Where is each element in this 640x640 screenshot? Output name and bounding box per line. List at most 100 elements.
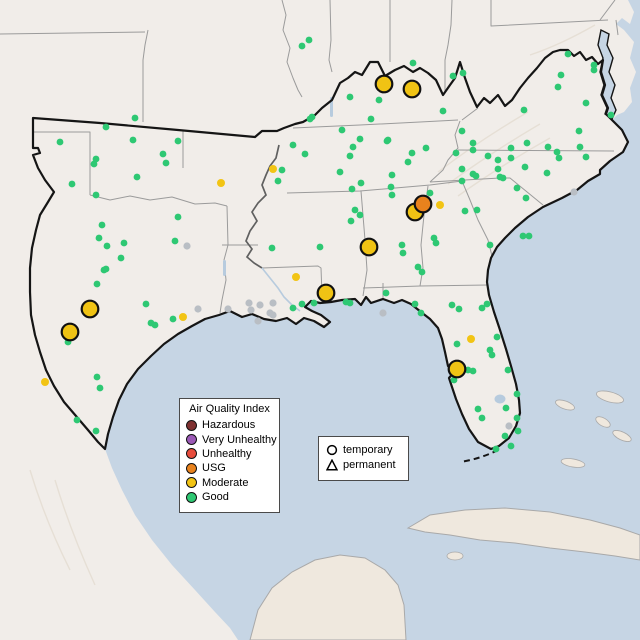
aqi-color-swatch — [186, 491, 197, 503]
monitor-good — [472, 172, 480, 180]
monitor-good — [513, 390, 521, 398]
monitor-moderate — [292, 273, 300, 281]
monitor-good — [452, 149, 460, 157]
cuba-landmass — [406, 507, 640, 561]
monitor-good — [93, 373, 101, 381]
monitor-good — [338, 126, 346, 134]
monitor-good — [499, 174, 507, 182]
lakes — [223, 97, 506, 404]
monitor-good — [607, 111, 615, 119]
monitor-good — [349, 143, 357, 151]
monitor-good — [278, 166, 286, 174]
monitor-good — [95, 234, 103, 242]
monitor-good — [418, 268, 426, 276]
monitor-good — [346, 299, 354, 307]
aqi-legend-item: USG — [180, 461, 279, 475]
monitor-no-data — [194, 305, 202, 313]
aqi-color-swatch — [186, 477, 197, 489]
monitor-moderate-temporary — [80, 299, 100, 319]
monitor-good — [301, 150, 309, 158]
monitor-good — [409, 59, 417, 67]
monitor-good — [398, 241, 406, 249]
monitor-good — [521, 163, 529, 171]
monitor-good — [174, 213, 182, 221]
monitor-good — [458, 165, 466, 173]
monitor-good — [590, 66, 598, 74]
aqi-color-swatch — [186, 419, 197, 431]
monitor-good — [501, 432, 509, 440]
monitor-good — [92, 427, 100, 435]
aqi-legend-item: Moderate — [180, 476, 279, 490]
monitor-good — [492, 445, 500, 453]
monitor-good — [120, 239, 128, 247]
monitor-good — [564, 50, 572, 58]
monitor-moderate-temporary — [359, 237, 379, 257]
aqi-legend-label: Good — [202, 491, 229, 504]
aqi-legend-label: Unhealthy — [202, 447, 252, 460]
monitor-good — [169, 315, 177, 323]
monitor-good — [590, 61, 598, 69]
bahamas-islands — [555, 390, 632, 468]
monitor-good — [458, 177, 466, 185]
monitor-good — [557, 71, 565, 79]
monitor-good — [100, 266, 108, 274]
monitor-good — [422, 144, 430, 152]
monitor-good — [417, 309, 425, 317]
monitor-moderate-temporary — [316, 283, 336, 303]
monitor-good — [507, 442, 515, 450]
monitor-good — [514, 427, 522, 435]
monitor-good — [483, 300, 491, 308]
monitor-good — [404, 158, 412, 166]
monitor-good — [68, 180, 76, 188]
monitor-good — [523, 139, 531, 147]
monitor-good — [488, 351, 496, 359]
region-outline — [28, 48, 630, 451]
monitor-good — [469, 146, 477, 154]
monitor-good — [117, 254, 125, 262]
monitor-good — [142, 300, 150, 308]
monitor-good — [555, 154, 563, 162]
terrain-shading — [29, 24, 596, 586]
aqi-color-swatch — [186, 434, 197, 446]
aqi-legend-label: Moderate — [202, 476, 249, 489]
station-type-item: temporary — [319, 442, 408, 457]
monitor-good — [414, 263, 422, 271]
monitor-good — [151, 321, 159, 329]
monitor-good — [507, 144, 515, 152]
permanent-triangle-icon — [326, 458, 338, 471]
monitor-no-data — [269, 299, 277, 307]
monitor-no-data — [269, 311, 277, 319]
monitor-moderate — [269, 165, 277, 173]
monitor-no-data — [570, 188, 578, 196]
monitor-layer — [41, 36, 615, 453]
monitor-good — [289, 304, 297, 312]
monitor-no-data — [256, 301, 264, 309]
monitor-good — [493, 333, 501, 341]
yucatan-landmass — [249, 554, 407, 640]
monitor-no-data — [247, 306, 255, 314]
monitor-usg-temporary — [413, 194, 433, 214]
monitor-good — [171, 237, 179, 245]
monitor-moderate — [217, 179, 225, 187]
monitor-good — [316, 243, 324, 251]
monitor-good — [174, 137, 182, 145]
monitor-good — [162, 159, 170, 167]
monitor-moderate — [41, 378, 49, 386]
monitor-good — [73, 416, 81, 424]
monitor-good — [382, 289, 390, 297]
aqi-legend-item: Hazardous — [180, 418, 279, 432]
monitor-good — [504, 366, 512, 374]
monitor-good — [298, 300, 306, 308]
monitor-good — [439, 107, 447, 115]
monitor-moderate — [436, 201, 444, 209]
monitor-good — [459, 69, 467, 77]
monitor-good — [348, 185, 356, 193]
monitor-good — [133, 173, 141, 181]
monitor-good — [543, 169, 551, 177]
monitor-good — [346, 152, 354, 160]
monitor-good — [411, 300, 419, 308]
monitor-good — [544, 143, 552, 151]
temporary-circle-icon — [326, 444, 338, 456]
monitor-no-data — [224, 305, 232, 313]
